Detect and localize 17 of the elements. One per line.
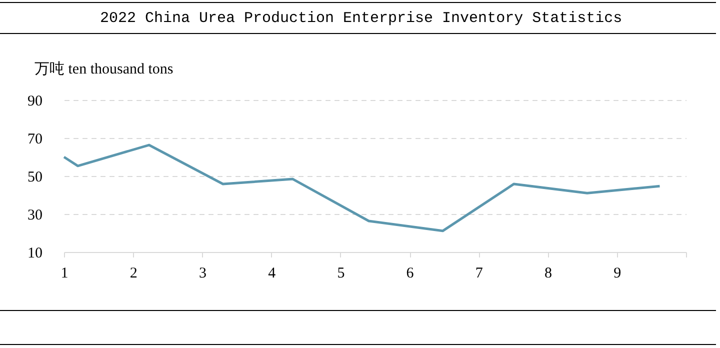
x-tick-label: 3 <box>198 266 206 282</box>
x-tick-label: 2 <box>130 266 138 282</box>
y-tick-label: 30 <box>28 208 42 224</box>
x-tick-label: 9 <box>614 266 622 282</box>
y-tick-label: 90 <box>28 94 42 110</box>
line-series <box>62 144 661 232</box>
y-tick-label: 50 <box>28 170 42 186</box>
x-tick-label: 8 <box>544 266 552 282</box>
chart-title: 2022 China Urea Production Enterprise Inventory Statistics <box>0 2 716 34</box>
x-tick-label: 4 <box>268 266 276 282</box>
x-tick-label: 1 <box>60 266 68 282</box>
y-axis-title: 万吨 ten thousand tons <box>34 60 174 78</box>
y-tick-label: 70 <box>28 132 42 148</box>
x-tick-label: 5 <box>337 266 345 282</box>
x-tick-label: 6 <box>406 266 414 282</box>
y-tick-label: 10 <box>28 246 42 262</box>
x-tick-label: 7 <box>475 266 484 282</box>
